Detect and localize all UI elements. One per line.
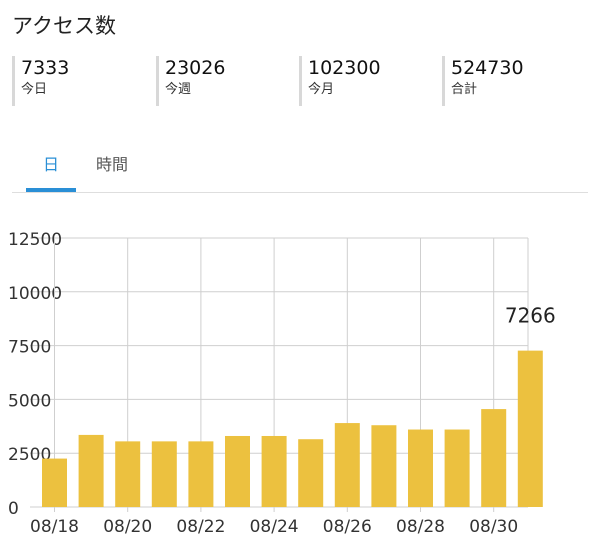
y-tick-label: 2500 (8, 445, 51, 465)
bar (261, 435, 287, 507)
y-tick-label: 12500 (8, 230, 62, 250)
stat-label: 今月 (308, 82, 335, 97)
bar (42, 458, 67, 507)
bar (151, 441, 177, 507)
stat-value: 102300 (308, 57, 381, 79)
stat-total: 524730 合計 (442, 56, 524, 106)
bar (115, 441, 141, 507)
stat-today: 7333 今日 (12, 56, 69, 106)
x-tick-label: 08/20 (103, 517, 152, 537)
bar (298, 439, 324, 507)
y-tick-label: 5000 (8, 391, 51, 411)
y-tick-label: 0 (8, 499, 19, 519)
stat-value: 524730 (451, 57, 524, 79)
stat-value: 7333 (21, 57, 70, 79)
bar (225, 435, 250, 507)
page-title: アクセス数 (12, 14, 116, 38)
y-tick-label: 10000 (8, 284, 62, 304)
bar (444, 429, 470, 507)
bar (517, 350, 543, 507)
tab-daily[interactable]: 日 (26, 146, 76, 192)
stat-this-month: 102300 今月 (299, 56, 381, 106)
data-label: 7266 (505, 304, 556, 328)
tab-hourly[interactable]: 時間 (95, 155, 128, 174)
x-tick-label: 08/30 (469, 517, 518, 537)
x-tick-label: 08/26 (323, 517, 372, 537)
bar (408, 429, 433, 507)
stat-this-week: 23026 今週 (156, 56, 225, 106)
x-tick-label: 08/24 (250, 517, 299, 537)
stat-label: 合計 (451, 82, 478, 97)
bar (481, 409, 507, 507)
stats-summary: 7333 今日 23026 今週 102300 今月 524730 合計 (12, 56, 588, 108)
bar (78, 434, 104, 507)
bar (371, 425, 397, 507)
x-tick-label: 08/18 (30, 517, 79, 537)
stat-label: 今週 (165, 82, 192, 97)
x-tick-label: 08/22 (176, 517, 225, 537)
x-tick-label: 08/28 (396, 517, 445, 537)
access-bar-chart: 0 2500 5000 7500 10000 12500 08/18 08/20 08/22 08… (8, 230, 556, 537)
y-tick-label: 7500 (8, 338, 51, 358)
stat-label: 今日 (21, 82, 48, 97)
stat-value: 23026 (165, 57, 226, 79)
tab-bar: 日 時間 (12, 146, 588, 193)
bar (188, 441, 214, 507)
bar (334, 423, 360, 507)
